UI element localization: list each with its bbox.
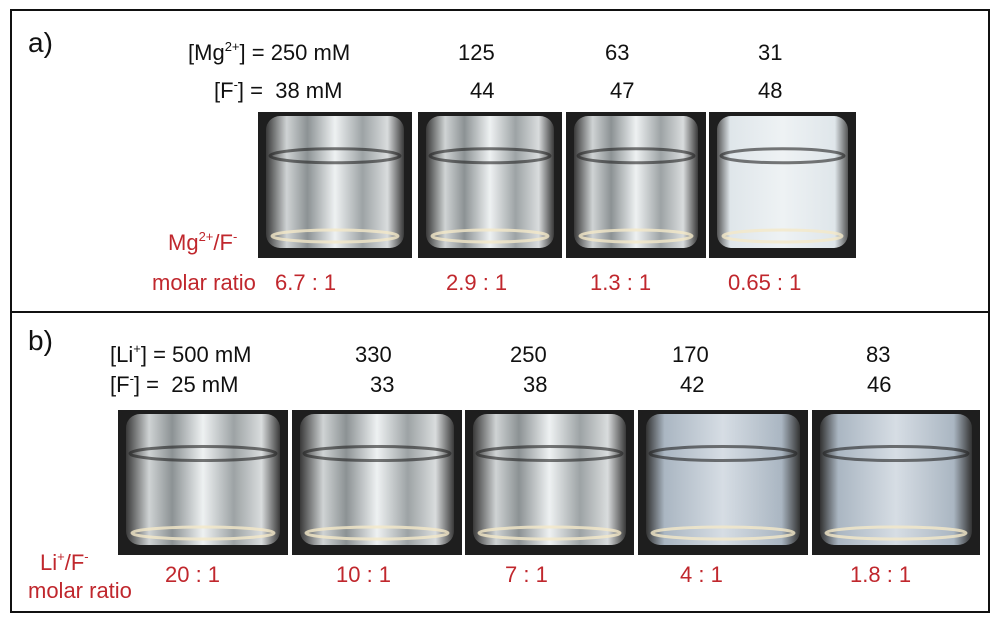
vial-bottom [430,228,550,244]
meniscus [302,445,452,462]
meniscus [268,147,402,165]
vial-body [426,116,554,248]
fluoride-value: 38 [523,372,547,397]
vial-body [717,116,848,248]
fluoride-value: 44 [470,78,494,103]
vial-body [473,414,626,545]
vial-bottom [721,228,844,244]
fluoride-concentration: [F-] = 38 mM [214,77,342,103]
meniscus [648,445,798,462]
cation-value: 170 [672,342,709,367]
vial-body [266,116,404,248]
vial-bottom [824,525,968,541]
meniscus [822,445,970,462]
vial-bottom [304,525,450,541]
fluoride-value: 46 [867,372,891,397]
vial-body [820,414,972,545]
cation-value: 125 [458,40,495,65]
vial-bottom [578,228,694,244]
vial-bottom [270,228,400,244]
cation-value: 83 [866,342,890,367]
fluoride-concentration: [F-] = 25 mM [110,371,238,397]
meniscus [475,445,624,462]
cation-concentration: [Li+] = 500 mM [110,341,252,367]
vial-body [126,414,280,545]
ratio-value: 6.7 : 1 [275,270,336,295]
panel-label: a) [28,27,53,58]
panel-label: b) [28,325,53,356]
meniscus [428,147,552,165]
ratio-label: molar ratio [152,270,256,295]
vial-body [646,414,800,545]
fluoride-value: 42 [680,372,704,397]
cation-value: 250 [510,342,547,367]
photos [118,112,980,555]
ratio-value: 20 : 1 [165,562,220,587]
fluoride-value: 47 [610,78,634,103]
ratio-value: 2.9 : 1 [446,270,507,295]
ratio-value: 10 : 1 [336,562,391,587]
vial-body [300,414,454,545]
meniscus [576,147,696,165]
meniscus [128,445,278,462]
vial-bottom [130,525,276,541]
vial-bottom [650,525,796,541]
ratio-label: Li+/F- [40,549,89,575]
cation-concentration: [Mg2+] = 250 mM [188,39,350,65]
cation-value: 330 [355,342,392,367]
ratio-label: molar ratio [28,578,132,603]
ratio-value: 0.65 : 1 [728,270,801,295]
vial-body [574,116,698,248]
ratio-value: 7 : 1 [505,562,548,587]
ratio-value: 1.8 : 1 [850,562,911,587]
meniscus [719,147,846,165]
vial-bottom [477,525,622,541]
fluoride-value: 48 [758,78,782,103]
ratio-value: 1.3 : 1 [590,270,651,295]
cation-value: 63 [605,40,629,65]
ratio-value: 4 : 1 [680,562,723,587]
fluoride-value: 33 [370,372,394,397]
ratio-label: Mg2+/F- [168,229,237,255]
cation-value: 31 [758,40,782,65]
